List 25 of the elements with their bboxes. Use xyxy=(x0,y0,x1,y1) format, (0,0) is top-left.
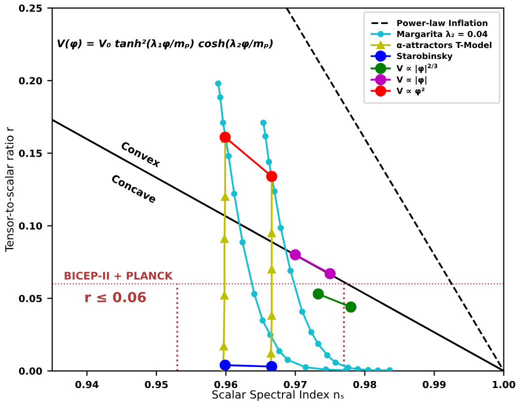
y-tick-label: 0.05 xyxy=(18,294,42,302)
x-tick-label: 0.97 xyxy=(284,380,307,388)
y-axis-title: Tensor-to-scalar ratio r xyxy=(4,126,14,252)
annotation: V(φ) = V₀ tanh²(λ₁φ/mₚ) cosh(λ₂φ/mₚ) xyxy=(58,39,273,50)
legend-label: V ∝ |φ|$^{2/3}$ xyxy=(396,64,438,74)
annotation: r ≤ 0.06 xyxy=(85,292,146,302)
y-tick-label: 0.00 xyxy=(18,367,42,375)
x-tick-label: 0.99 xyxy=(422,380,446,388)
y-tick-label: 0.25 xyxy=(18,4,42,12)
x-tick-label: 0.94 xyxy=(75,380,98,388)
legend-label: V ∝ |φ| xyxy=(396,76,426,85)
y-tick-label: 0.10 xyxy=(18,222,42,230)
legend-label: α-attractors T-Model xyxy=(396,42,492,48)
x-tick-label: 0.96 xyxy=(214,380,238,388)
ref-line-label: BICEP-II + PLANCK xyxy=(64,272,173,280)
legend-label: V ∝ φ² xyxy=(396,88,424,96)
x-tick-label: 0.95 xyxy=(144,380,168,388)
legend-label: Power-law Inflation xyxy=(397,20,488,26)
y-tick-label: 0.20 xyxy=(18,77,42,84)
x-tick-label: 1.00 xyxy=(492,380,516,388)
x-axis-title: Scalar Spectral Index nₛ xyxy=(212,390,344,401)
legend-label: Margarita λ₂ = 0.04 xyxy=(397,30,488,39)
x-tick-label: 0.98 xyxy=(353,380,376,388)
y-tick-label: 0.15 xyxy=(18,150,42,158)
legend-label: Starobinsky xyxy=(397,52,453,61)
